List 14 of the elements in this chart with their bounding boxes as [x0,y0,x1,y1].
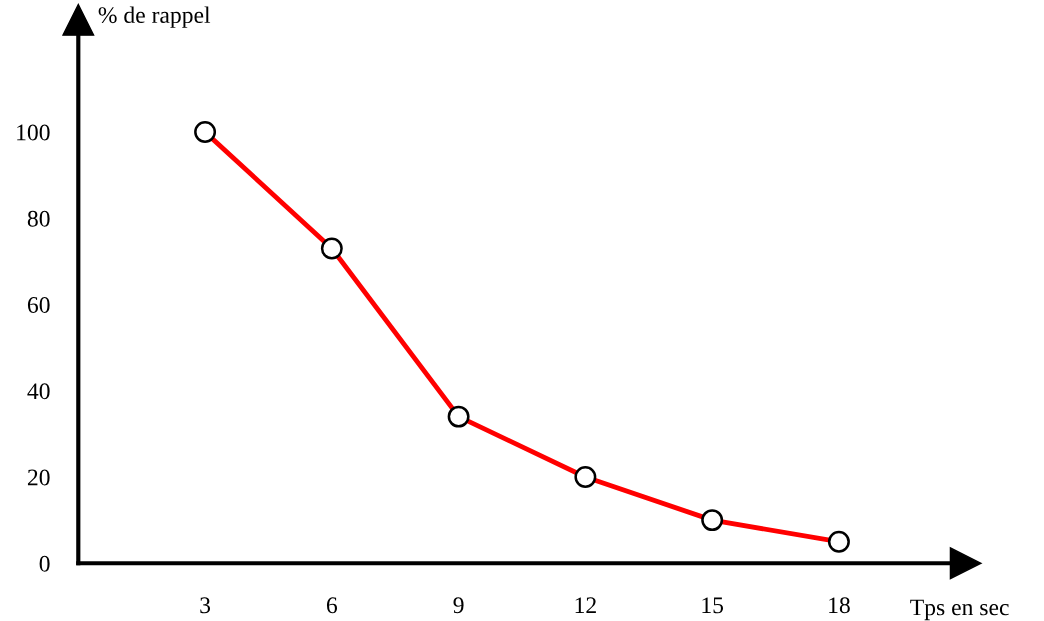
x-tick-label: 3 [200,597,211,614]
y-tick-label: 80 [27,210,50,227]
x-tick-label: 15 [702,597,724,614]
x-tick-label: 18 [829,597,850,614]
y-tick-label: 60 [27,296,50,313]
y-tick-label: 0 [39,555,50,572]
x-tick-label: 9 [453,597,464,614]
x-axis-title: Tps en sec [910,599,1009,621]
y-tick-label: 40 [27,383,50,400]
y-tick-label: 100 [17,124,50,141]
x-tick-label: 12 [575,597,596,613]
y-tick-label: 20 [27,469,50,486]
y-axis-title: % de rappel [98,6,211,28]
x-tick-label: 6 [326,597,338,614]
